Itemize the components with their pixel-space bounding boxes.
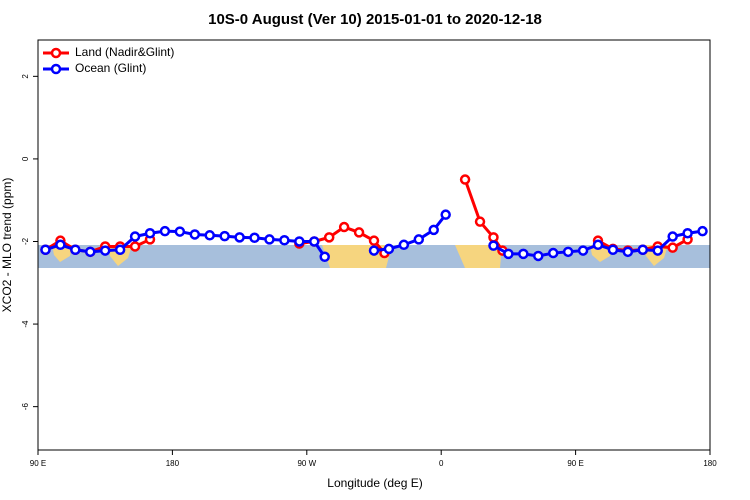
data-point [85,246,96,258]
data-point [622,246,634,258]
data-point [159,225,171,237]
data-point [204,230,215,241]
data-point [518,248,529,260]
data-point [353,227,365,238]
data-point [592,239,604,251]
data-point [488,232,499,243]
x-axis-label: Longitude (deg E) [327,476,422,490]
data-point [174,226,186,237]
data-point [577,245,589,256]
legend-marker [50,63,62,75]
data-point [55,239,66,251]
data-point [503,248,514,260]
data-point [440,209,451,220]
x-tick-label: 90 E [30,459,46,468]
data-point [309,236,320,247]
data-point [319,251,330,263]
x-tick-label: 90 W [297,459,316,468]
data-point [667,242,678,253]
data-point [607,244,619,255]
y-axis-label: XCO2 - MLO trend (ppm) [0,178,14,313]
chart-title: 10S-0 August (Ver 10) 2015-01-01 to 2020… [208,11,542,28]
data-point [189,229,201,240]
data-point [637,244,649,255]
data-point [234,232,245,243]
x-tick-label: 180 [166,459,180,468]
x-tick-label: 90 E [567,459,583,468]
data-point [562,246,574,258]
data-point [682,227,693,239]
data-point [249,232,260,244]
data-point [129,231,141,242]
data-point [279,235,290,246]
y-tick-label: 2 [21,74,30,79]
data-point [129,241,141,252]
data-point [652,245,663,256]
data-point [488,240,499,251]
legend-label: Land (Nadir&Glint) [75,45,174,59]
data-point [70,244,81,255]
data-point [368,235,380,246]
legend-marker [50,47,62,59]
data-point [114,244,126,255]
y-tick-label: -2 [21,237,30,245]
data-point [264,234,275,245]
data-point [474,216,486,227]
data-point [368,245,380,256]
data-point [294,236,305,247]
data-point [533,250,544,262]
legend-label: Ocean (Glint) [75,61,146,75]
data-point [413,234,425,245]
data-point [697,225,708,237]
data-point [40,244,51,255]
data-point [398,239,410,251]
x-tick-label: 180 [703,459,717,468]
data-point [428,224,439,236]
data-point [667,231,678,242]
y-tick-label: -4 [21,320,30,328]
data-point [144,227,156,239]
data-point [459,174,471,185]
y-tick-label: -6 [21,403,30,411]
data-point [383,243,395,255]
plot-frame [37,39,711,451]
series-line [44,179,689,255]
data-point [338,221,350,233]
y-tick-label: 0 [21,156,30,161]
data-point [547,247,559,259]
x-tick-label: 0 [439,459,444,468]
data-point [323,232,335,243]
data-point [99,245,111,256]
data-point [219,230,230,242]
